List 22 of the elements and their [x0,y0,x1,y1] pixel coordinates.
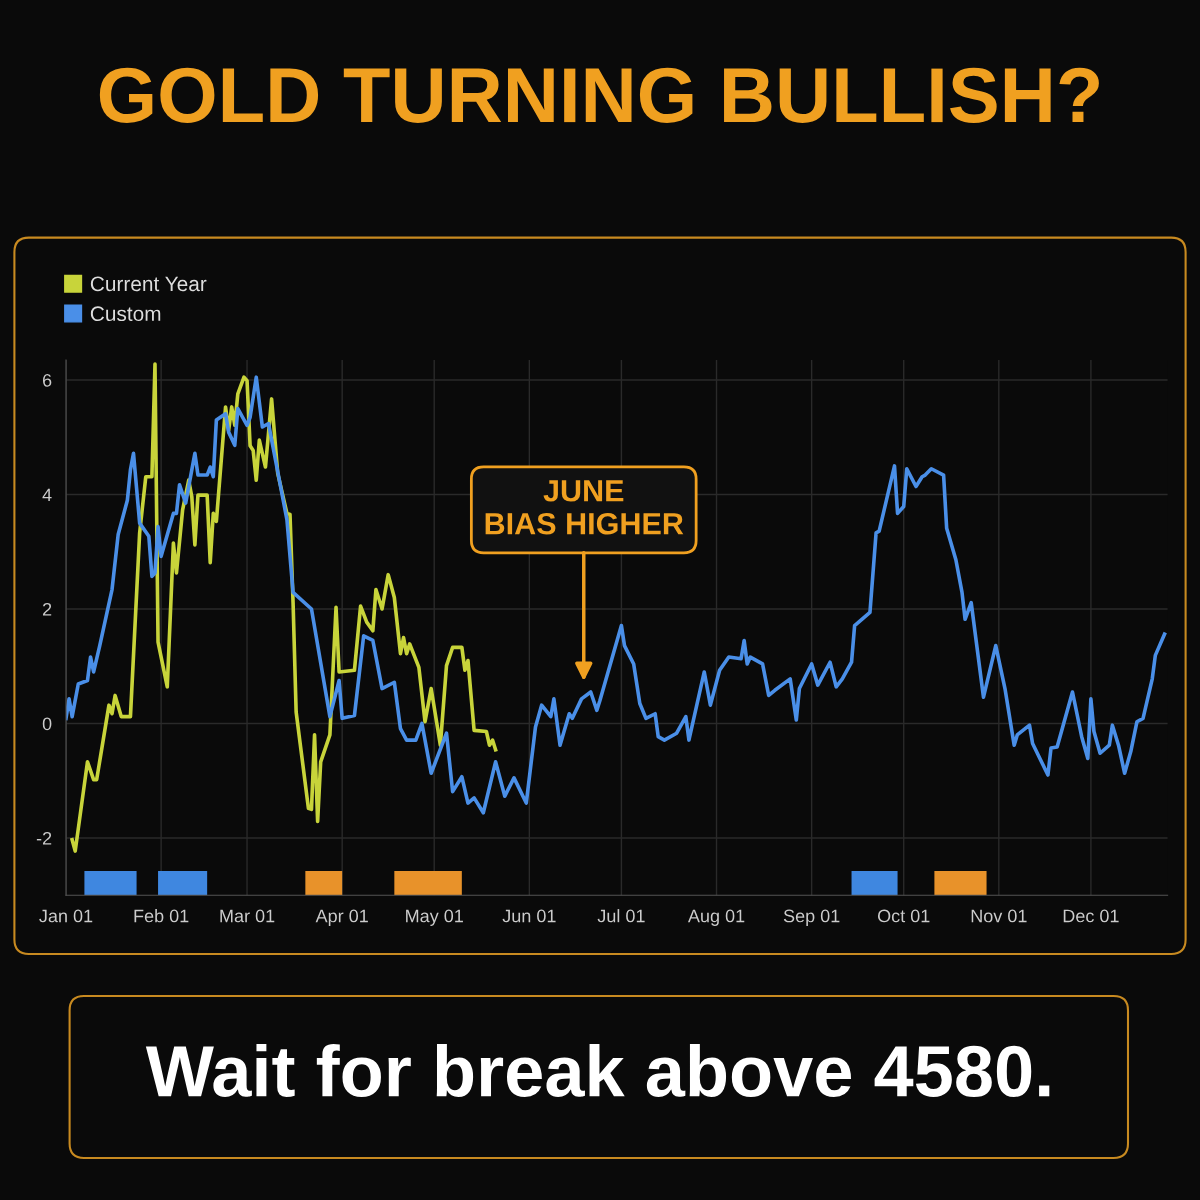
x-tick-label: Jan 01 [39,909,93,923]
x-tick-label: Oct 01 [877,909,930,923]
y-tick-label: 2 [42,602,52,616]
chart-title: GOLD TURNING BULLISH? [99,67,1099,123]
x-tick-label: Aug 01 [687,909,745,926]
x-tick-label: Apr 01 [315,909,368,926]
x-tick-label: Dec 01 [1063,909,1119,923]
y-tick-label: 4 [42,488,52,502]
y-tick-label: 6 [42,373,52,387]
legend-label: Custom [90,306,161,322]
x-tick-label: Jul 01 [597,909,645,923]
text: Wait for break above 4580. [145,1043,1050,1097]
x-tick-label: Nov 01 [971,909,1027,923]
legend-label: Current Year [90,276,207,292]
x-tick-label: Sep 01 [783,909,840,926]
x-tick-label: Feb 01 [134,909,189,923]
x-tick-label: Jun 01 [502,909,556,923]
x-tick-label: Mar 01 [220,909,275,923]
annotation: JUNE BIAS HIGHER [485,480,684,535]
y-tick-label: 0 [42,717,52,731]
x-tick-label: May 01 [406,909,463,926]
y-tick-label: -2 [36,831,52,845]
